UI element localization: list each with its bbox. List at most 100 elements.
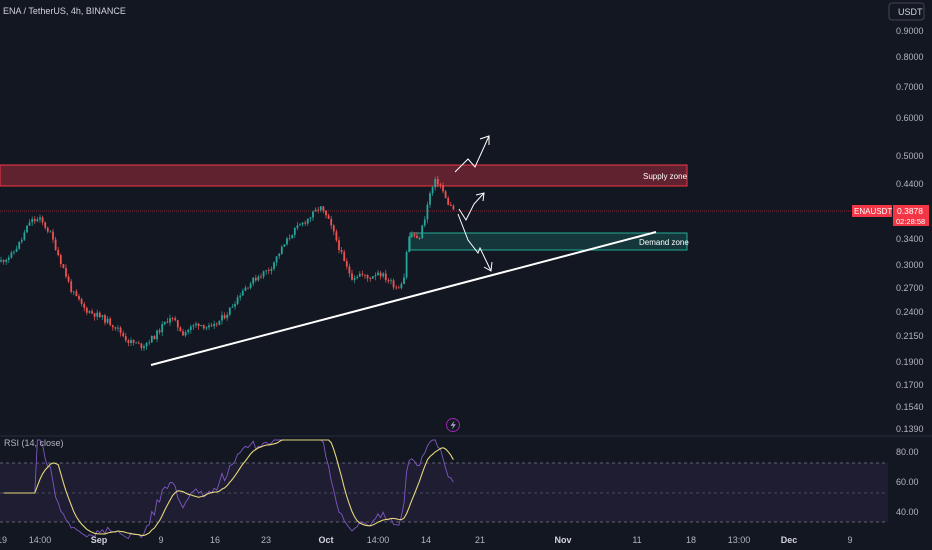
candle-body [91, 311, 93, 314]
candle-body [262, 271, 265, 277]
price-tick-label: 0.6000 [896, 113, 924, 123]
candle-body [143, 346, 145, 349]
candle-body [364, 274, 366, 276]
candle-body [106, 318, 109, 323]
candle-body [132, 340, 135, 343]
candle-body [312, 211, 314, 218]
candle-body [140, 343, 143, 349]
rsi-axis[interactable]: 80.00 60.00 40.00 [896, 447, 919, 517]
candle-body [338, 240, 340, 250]
rsi-tick-label: 60.00 [896, 477, 919, 487]
candle-body [325, 210, 327, 216]
candle-body [192, 325, 195, 327]
candle-body [200, 325, 203, 327]
rsi-series [3, 439, 454, 540]
price-tick-label: 0.8000 [896, 52, 924, 62]
candle-body [405, 252, 408, 278]
time-tick-label: 14 [421, 535, 431, 545]
candle-body [57, 250, 60, 256]
rsi-tick-label: 80.00 [896, 447, 919, 457]
time-tick-label: 19 [0, 535, 7, 545]
candle-body [241, 290, 244, 296]
time-axis[interactable]: 19 14:00 Sep 9 16 23 Oct 14:00 14 21 Nov 11 18 13:00 D… [0, 535, 853, 545]
candle-body [26, 225, 28, 233]
candle-body [416, 235, 418, 239]
candle-body [234, 304, 236, 307]
candle-body [210, 325, 213, 327]
candle-body [236, 297, 239, 304]
time-tick-label: 16 [210, 535, 220, 545]
candle-body [288, 237, 291, 239]
candle-body [213, 323, 216, 327]
candle-body [330, 218, 333, 226]
trend-line[interactable] [150, 231, 657, 366]
symbol-title[interactable]: ENA / TetherUS, 4h, BINANCE [3, 6, 126, 16]
candle-body [119, 327, 122, 334]
candle-body [421, 225, 424, 239]
arrow-down [457, 213, 492, 272]
supply-zone[interactable] [0, 164, 688, 187]
price-tag-value: 0.3878 [897, 206, 923, 216]
arrow-head-upper [479, 135, 490, 145]
candle-body [182, 331, 184, 336]
rsi-tick-label: 40.00 [896, 507, 919, 517]
candle-body [345, 261, 348, 267]
candle-body [270, 268, 273, 271]
candle-body [382, 273, 385, 277]
candle-body [7, 257, 10, 260]
price-tag [893, 205, 929, 226]
price-tick-label: 0.1900 [896, 357, 924, 367]
candle-body [442, 185, 444, 192]
candle-body [387, 280, 390, 282]
candle-body [23, 232, 26, 240]
lightning-icon[interactable] [446, 418, 460, 432]
time-tick-label: Nov [554, 535, 571, 545]
price-axis[interactable]: 0.9000 0.8000 0.7000 0.6000 0.5000 0.4400 0.34… [896, 26, 924, 434]
candle-body [299, 224, 301, 226]
candle-body [72, 291, 75, 293]
candle-body [122, 333, 125, 337]
candle-body [158, 330, 161, 333]
time-tick-label: 23 [261, 535, 271, 545]
candle-body [163, 321, 166, 325]
candle-body [221, 315, 223, 321]
candle-body [332, 225, 335, 232]
candle-body [423, 219, 426, 226]
time-tick-label: Oct [318, 535, 333, 545]
candle-body [96, 312, 99, 317]
price-tick-label: 0.2150 [896, 331, 924, 341]
candle-body [403, 277, 405, 284]
candle-body [340, 250, 343, 252]
candle-body [70, 281, 73, 292]
candle-body [205, 327, 208, 329]
candle-body [109, 318, 112, 326]
price-tick-label: 0.1700 [896, 380, 924, 390]
candle-body [343, 251, 346, 261]
currency-button[interactable] [888, 2, 925, 21]
candle-body [413, 234, 416, 236]
candle-body [260, 276, 262, 278]
candle-body [436, 179, 439, 185]
candle-body [351, 273, 353, 280]
candle-body [257, 276, 260, 281]
candle-body [319, 206, 322, 211]
candle-body [5, 259, 8, 262]
candle-body [83, 303, 86, 308]
candle-body [265, 270, 268, 272]
candle-body [67, 276, 70, 282]
candle-body [98, 312, 101, 317]
time-tick-label: 18 [686, 535, 696, 545]
rsi-label[interactable]: RSI (14, close) [4, 438, 64, 448]
candle-body [148, 342, 151, 344]
projection-arrows[interactable] [454, 135, 493, 272]
price-tick-label: 0.4400 [896, 179, 924, 189]
candle-body [62, 264, 65, 269]
candle-body [127, 340, 130, 343]
candle-body [291, 234, 294, 238]
candle-body [348, 266, 351, 274]
time-tick-label: 14:00 [367, 535, 390, 545]
candle-body [169, 318, 171, 323]
symbol-tag-label: ENAUSDT [854, 207, 892, 216]
demand-zone-label: Demand zone [639, 238, 689, 247]
